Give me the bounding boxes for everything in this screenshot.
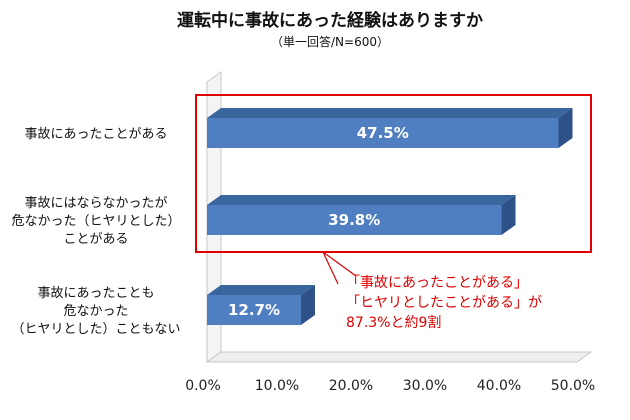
annotation-line: 87.3%と約9割 (346, 314, 441, 331)
bar-value-label: 47.5% (357, 124, 409, 142)
x-tick-label: 10.0% (255, 378, 299, 394)
annotation-line: 「ヒヤリとしたことがある」が (346, 295, 542, 311)
bar-value-label: 39.8% (328, 211, 380, 229)
bar (207, 118, 559, 148)
x-tick-label: 40.0% (477, 378, 521, 394)
category-label: （ヒヤリとした）こともない (11, 322, 180, 337)
bar (207, 295, 301, 325)
bars-group: 47.5% 39.8% 12.7% (207, 108, 573, 325)
callout-pointer (322, 251, 357, 285)
bar-value-label: 12.7% (228, 301, 280, 319)
x-tick-label: 20.0% (329, 378, 373, 394)
category-label: 危なかった (63, 304, 128, 319)
category-label: 事故にあったことがある (24, 127, 167, 142)
bar-top-face (207, 285, 315, 295)
category-label: 事故にあったことも (37, 286, 154, 301)
chart-subtitle: （単一回答/N=600） (271, 34, 389, 49)
x-tick-label: 0.0% (185, 378, 221, 394)
bar-side-face (300, 285, 315, 325)
bar-top-face (207, 108, 573, 118)
x-tick-label: 30.0% (403, 378, 447, 394)
x-tick-label: 50.0% (551, 378, 595, 394)
bar-side-face (501, 195, 516, 235)
highlight-box (195, 94, 592, 253)
bar (207, 205, 502, 235)
bar-side-face (558, 108, 573, 148)
category-label: ことがある (63, 232, 128, 247)
category-label: 危なかった（ヒヤリとした） (11, 214, 180, 229)
annotation-text: 「事故にあったことがある」「ヒヤリとしたことがある」が 87.3%と約9割 (346, 275, 542, 331)
x-tick-labels: 0.0% 10.0% 20.0% 30.0% 40.0% 50.0% (185, 378, 595, 394)
axis-floor (205, 351, 593, 363)
bar-top-face (207, 195, 516, 205)
category-label: 事故にはならなかったが (24, 196, 167, 211)
chart-title: 運転中に事故にあった経験はありますか (177, 10, 483, 31)
annotation-line: 「事故にあったことがある」 (346, 275, 528, 291)
